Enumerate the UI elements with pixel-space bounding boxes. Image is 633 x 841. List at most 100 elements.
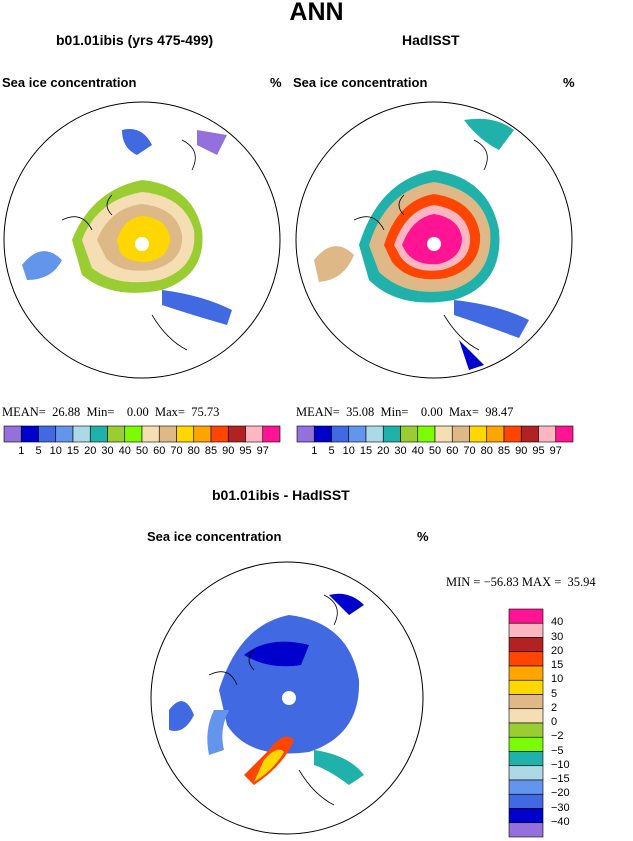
colorbar-swatch	[555, 425, 574, 443]
legend-label: 0	[551, 716, 558, 728]
panel1-max: 75.73	[191, 405, 220, 419]
panel1-colorbar	[3, 425, 281, 443]
colorbar-swatch	[193, 425, 212, 443]
colorbar-label: 40	[118, 445, 131, 457]
page-title: ANN	[289, 0, 344, 26]
panel2-field: Sea ice concentration	[293, 75, 428, 90]
legend-label: −15	[551, 773, 570, 785]
colorbar-swatch	[176, 425, 195, 443]
legend-label: 30	[551, 630, 564, 643]
colorbar-label: 1	[311, 445, 318, 457]
legend-swatch	[508, 708, 544, 724]
panel2-units: %	[563, 75, 575, 90]
colorbar-swatch	[124, 425, 143, 443]
panel1-min: 0.00	[126, 405, 149, 419]
colorbar-swatch	[348, 425, 367, 443]
colorbar-label: 90	[515, 445, 528, 457]
legend-label: 5	[551, 687, 558, 700]
colorbar-swatch	[262, 425, 281, 443]
colorbar-label: 80	[187, 445, 200, 457]
colorbar-swatch	[520, 425, 539, 443]
colorbar-swatch	[503, 425, 522, 443]
colorbar-swatch	[331, 425, 350, 443]
colorbar-swatch	[227, 425, 246, 443]
colorbar-swatch	[469, 425, 488, 443]
legend-swatch	[508, 679, 544, 695]
colorbar-label: 5	[328, 445, 335, 457]
panel2-stats: MEAN= 35.08 Min= 0.00 Max= 98.47	[296, 405, 514, 419]
colorbar-swatch	[365, 425, 384, 443]
panel1-field: Sea ice concentration	[2, 75, 137, 90]
colorbar-label: 5	[35, 445, 42, 457]
legend-swatch	[508, 637, 544, 653]
legend-label: 10	[551, 673, 564, 686]
diff-legend-labels: 40 30 20 15 10 5 2 0 −2 −5 −10 −15 −20 −30 −40	[551, 609, 591, 837]
panel2-max: 98.47	[485, 405, 514, 419]
colorbar-swatch	[107, 425, 126, 443]
colorbar-label: 15	[359, 445, 373, 457]
colorbar-swatch	[89, 425, 108, 443]
colorbar-swatch	[313, 425, 332, 443]
legend-swatch	[508, 751, 544, 767]
colorbar-label: 50	[135, 445, 149, 457]
colorbar-label: 85	[497, 445, 511, 457]
colorbar-swatch	[382, 425, 401, 443]
colorbar-swatch	[400, 425, 419, 443]
panel2-colorbar	[296, 425, 574, 443]
colorbar-swatch	[38, 425, 57, 443]
colorbar-swatch	[3, 425, 22, 443]
panel1-stats: MEAN= 26.88 Min= 0.00 Max= 75.73	[2, 405, 220, 419]
legend-swatch	[508, 622, 544, 638]
legend-label: −2	[551, 730, 564, 743]
colorbar-label: 95	[532, 445, 545, 457]
colorbar-label: 85	[204, 445, 218, 457]
panel2-map	[295, 101, 573, 379]
diff-field: Sea ice concentration	[147, 529, 282, 544]
panel2-mean: 35.08	[346, 405, 375, 419]
legend-swatch	[508, 808, 544, 824]
legend-swatch	[508, 765, 544, 781]
colorbar-swatch	[434, 425, 453, 443]
colorbar-swatch	[210, 425, 229, 443]
colorbar-label: 10	[342, 445, 355, 457]
panel1-colorbar-labels: 1 5 10 15 20 30 40 50 60 70 80 85 90 95 97	[4, 445, 280, 459]
legend-swatch	[508, 665, 544, 681]
colorbar-swatch	[72, 425, 91, 443]
colorbar-label: 80	[480, 445, 493, 457]
colorbar-label: 20	[377, 445, 390, 457]
colorbar-label: 70	[170, 445, 183, 457]
legend-label: 2	[551, 701, 558, 714]
colorbar-swatch	[55, 425, 74, 443]
legend-label: 20	[551, 644, 564, 657]
colorbar-label: 1	[18, 445, 25, 457]
legend-swatch	[508, 608, 544, 624]
diff-max: 35.94	[567, 575, 596, 589]
legend-label: 15	[551, 659, 564, 671]
legend-swatch	[508, 694, 544, 710]
colorbar-swatch	[538, 425, 557, 443]
colorbar-label: 50	[428, 445, 442, 457]
legend-label: −20	[551, 787, 570, 800]
legend-swatch	[508, 736, 544, 752]
panel1-mean: 26.88	[52, 405, 81, 419]
diff-map	[150, 561, 424, 835]
colorbar-label: 20	[84, 445, 97, 457]
legend-swatch	[508, 779, 544, 795]
diff-title: b01.01ibis - HadISST	[212, 487, 350, 503]
colorbar-swatch	[296, 425, 315, 443]
colorbar-label: 60	[153, 445, 166, 457]
colorbar-swatch	[20, 425, 39, 443]
colorbar-label: 97	[549, 445, 562, 457]
colorbar-swatch	[245, 425, 264, 443]
colorbar-swatch	[158, 425, 177, 443]
colorbar-swatch	[417, 425, 436, 443]
colorbar-label: 40	[411, 445, 424, 457]
diff-stats: MIN = −56.83 MAX = 35.94	[446, 575, 596, 589]
panel1-map	[3, 101, 281, 379]
colorbar-label: 30	[394, 445, 407, 457]
diff-units: %	[417, 529, 429, 544]
colorbar-label: 10	[49, 445, 62, 457]
colorbar-label: 95	[239, 445, 252, 457]
legend-swatch	[508, 793, 544, 809]
colorbar-swatch	[451, 425, 470, 443]
